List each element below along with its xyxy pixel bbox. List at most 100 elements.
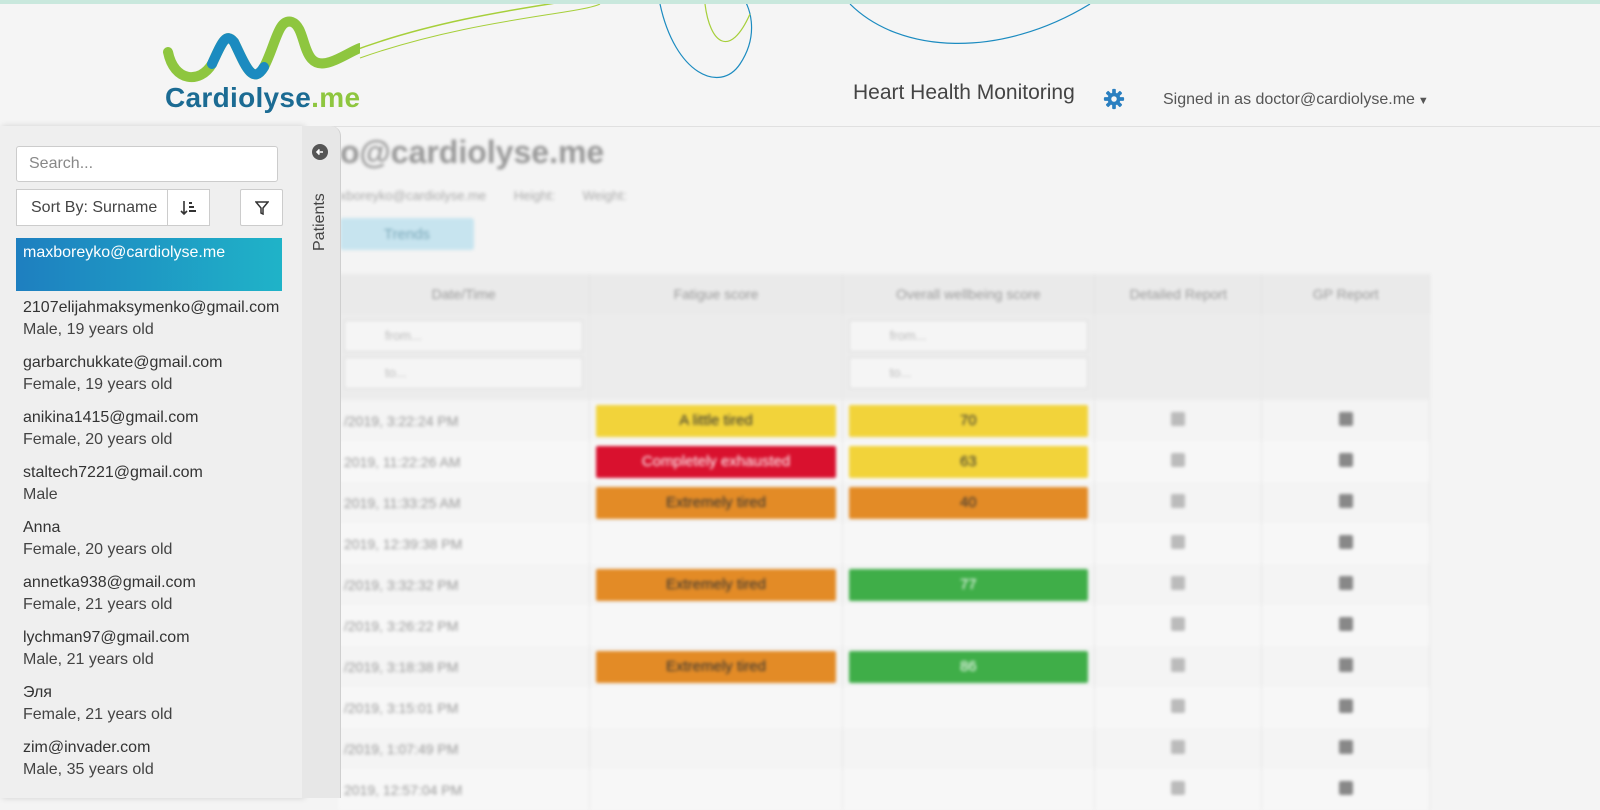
patients-tab[interactable]: Patients [302, 126, 341, 798]
arrow-left-icon [315, 148, 323, 156]
row-wellbeing-cell: 40 [842, 482, 1095, 523]
patient-item[interactable]: annetka938@gmail.com Female, 21 years old [16, 568, 282, 623]
table-row[interactable]: /2019, 3:22:24 PM A little tired 70 [338, 400, 1430, 441]
table-row[interactable]: 2019, 12:57:04 PM [338, 769, 1430, 810]
table-row[interactable]: 2019, 11:22:26 AM Completely exhausted 63 [338, 441, 1430, 482]
report-icon[interactable] [1171, 699, 1186, 713]
col-detailed-report: Detailed Report [1094, 274, 1263, 314]
printer-icon[interactable] [1338, 781, 1353, 795]
row-gp-report [1261, 687, 1430, 728]
row-detailed-report [1094, 687, 1263, 728]
decorative-swirl [349, 4, 1091, 79]
report-icon[interactable] [1171, 412, 1186, 426]
row-datetime: 2019, 11:22:26 AM [338, 441, 591, 482]
report-icon[interactable] [1171, 617, 1186, 631]
patient-item-selected[interactable]: maxboreyko@cardiolyse.me [16, 238, 282, 291]
patient-weight: Weight: [582, 188, 627, 203]
date-to-filter[interactable]: to... [344, 357, 584, 389]
row-gp-report [1261, 646, 1430, 687]
report-icon[interactable] [1171, 740, 1186, 754]
fatigue-badge: Extremely tired [596, 650, 836, 683]
printer-icon[interactable] [1338, 658, 1353, 672]
fatigue-badge: Extremely tired [596, 568, 836, 601]
row-gp-report [1261, 564, 1430, 605]
col-gp-report: GP Report [1261, 274, 1430, 314]
report-icon[interactable] [1171, 453, 1186, 467]
patient-item[interactable]: 2107elijahmaksymenko@gmail.com Male, 19 y… [16, 293, 282, 348]
report-icon[interactable] [1171, 658, 1186, 672]
printer-icon[interactable] [1338, 740, 1353, 754]
patient-info: Female, 20 years old [23, 431, 173, 448]
sort-by-button[interactable]: Sort By: Surname [16, 189, 168, 226]
patient-info: Female, 20 years old [23, 541, 173, 558]
table-row[interactable]: 2019, 12:39:38 PM [338, 523, 1430, 564]
patient-item[interactable]: garbarchukkate@gmail.com Female, 19 years… [16, 348, 282, 403]
row-fatigue-cell: Completely exhausted [589, 441, 843, 482]
fatigue-badge: Completely exhausted [596, 445, 836, 478]
patient-item[interactable]: anikina1415@gmail.com Female, 20 years ol… [16, 403, 282, 458]
patient-item[interactable]: Эля Female, 21 years old [16, 678, 282, 733]
patient-email: annetka938@gmail.com [23, 574, 196, 591]
row-datetime: /2019, 3:15:01 PM [338, 687, 591, 728]
wellbeing-from-filter[interactable]: from... [848, 320, 1088, 352]
user-menu-dropdown[interactable]: Signed in as doctor@cardiolyse.me ▼ [1163, 91, 1429, 109]
printer-icon[interactable] [1338, 412, 1353, 426]
sort-direction-button[interactable] [168, 189, 210, 226]
row-detailed-report [1094, 769, 1263, 810]
printer-icon[interactable] [1338, 699, 1353, 713]
patient-list: maxboreyko@cardiolyse.me 2107elijahmaksym… [16, 238, 282, 788]
table-row[interactable]: /2019, 1:07:49 PM [338, 728, 1430, 769]
col-datetime[interactable]: Date/Time [338, 274, 591, 314]
patient-subinfo: xboreyko@cardiolyse.me Height: Weight: [340, 188, 650, 203]
patient-email: 2107elijahmaksymenko@gmail.com [23, 299, 280, 316]
row-datetime: 2019, 11:33:25 AM [338, 482, 591, 523]
search-input[interactable] [16, 146, 278, 182]
row-fatigue-cell: A little tired [589, 400, 843, 441]
table-row[interactable]: /2019, 3:26:22 PM [338, 605, 1430, 646]
gear-icon[interactable] [1103, 88, 1125, 110]
row-fatigue-cell [589, 687, 843, 728]
arrow-left-circle-icon[interactable] [312, 144, 328, 160]
filter-button[interactable] [240, 189, 283, 226]
printer-icon[interactable] [1338, 453, 1353, 467]
wellbeing-badge: 86 [848, 650, 1088, 683]
printer-icon[interactable] [1338, 617, 1353, 631]
row-fatigue-cell: Extremely tired [589, 646, 843, 687]
printer-icon[interactable] [1338, 494, 1353, 508]
patient-title: o@cardiolyse.me [340, 134, 605, 170]
table-row[interactable]: /2019, 3:18:38 PM Extremely tired 86 [338, 646, 1430, 687]
patient-item[interactable]: zim@invader.com Male, 35 years old [16, 733, 282, 788]
report-icon[interactable] [1171, 535, 1186, 549]
wellbeing-to-filter[interactable]: to... [848, 357, 1088, 389]
wellbeing-badge: 70 [848, 404, 1088, 437]
report-icon[interactable] [1171, 576, 1186, 590]
row-gp-report [1261, 482, 1430, 523]
logo-word: Cardiolyse [165, 82, 312, 113]
date-from-filter[interactable]: from... [344, 320, 584, 352]
table-row[interactable]: 2019, 11:33:25 AM Extremely tired 40 [338, 482, 1430, 523]
row-gp-report [1261, 728, 1430, 769]
wellbeing-badge: 63 [848, 445, 1088, 478]
table-row[interactable]: /2019, 3:32:32 PM Extremely tired 77 [338, 564, 1430, 605]
trends-button[interactable]: Trends [340, 218, 474, 250]
col-wellbeing[interactable]: Overall wellbeing score [842, 274, 1095, 314]
report-icon[interactable] [1171, 781, 1186, 795]
row-fatigue-cell [589, 523, 843, 564]
row-detailed-report [1094, 482, 1263, 523]
report-icon[interactable] [1171, 494, 1186, 508]
row-detailed-report [1094, 400, 1263, 441]
table-row[interactable]: /2019, 3:15:01 PM [338, 687, 1430, 728]
patient-info: Male, 35 years old [23, 761, 154, 778]
user-menu-label: Signed in as doctor@cardiolyse.me [1163, 91, 1415, 108]
col-fatigue[interactable]: Fatigue score [589, 274, 843, 314]
patient-item[interactable]: staltech7221@gmail.com Male [16, 458, 282, 513]
patient-item[interactable]: Anna Female, 20 years old [16, 513, 282, 568]
main-content: o@cardiolyse.me xboreyko@cardiolyse.me H… [330, 126, 1600, 810]
row-wellbeing-cell [842, 523, 1095, 564]
row-detailed-report [1094, 605, 1263, 646]
printer-icon[interactable] [1338, 576, 1353, 590]
patient-item[interactable]: lychman97@gmail.com Male, 21 years old [16, 623, 282, 678]
printer-icon[interactable] [1338, 535, 1353, 549]
row-datetime: /2019, 3:26:22 PM [338, 605, 591, 646]
top-accent-strip [0, 0, 1600, 4]
